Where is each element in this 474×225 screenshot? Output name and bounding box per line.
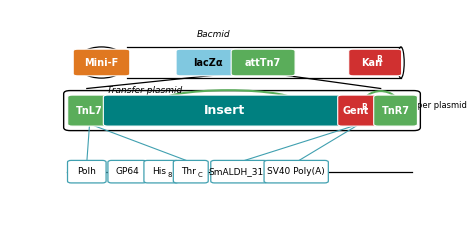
Text: Polh: Polh — [77, 167, 96, 176]
FancyBboxPatch shape — [67, 160, 106, 183]
Text: Transfer plasmid: Transfer plasmid — [107, 86, 182, 95]
FancyBboxPatch shape — [337, 95, 382, 126]
Text: Thr: Thr — [182, 167, 196, 176]
Text: R: R — [377, 55, 383, 64]
Text: GP64: GP64 — [115, 167, 139, 176]
Text: Bacmid: Bacmid — [197, 30, 230, 39]
FancyBboxPatch shape — [176, 49, 240, 76]
FancyBboxPatch shape — [173, 160, 208, 183]
FancyBboxPatch shape — [211, 160, 268, 183]
FancyBboxPatch shape — [68, 95, 111, 126]
Text: Insert: Insert — [204, 104, 245, 117]
Text: R: R — [361, 103, 367, 112]
Text: Tn7 Transposase: Tn7 Transposase — [187, 97, 269, 107]
FancyBboxPatch shape — [231, 49, 295, 76]
FancyBboxPatch shape — [64, 91, 420, 130]
Text: Helper plasmid: Helper plasmid — [403, 101, 466, 110]
FancyBboxPatch shape — [103, 95, 346, 126]
Text: SV40 Poly(A): SV40 Poly(A) — [267, 167, 325, 176]
Text: His: His — [153, 167, 166, 176]
Text: 8: 8 — [168, 172, 173, 178]
Text: attTn7: attTn7 — [245, 58, 281, 68]
FancyBboxPatch shape — [264, 160, 328, 183]
FancyBboxPatch shape — [144, 160, 179, 183]
FancyBboxPatch shape — [73, 49, 130, 76]
Text: Mini-F: Mini-F — [84, 58, 118, 68]
Text: lacZα: lacZα — [193, 58, 223, 68]
Text: TnR7: TnR7 — [382, 106, 410, 116]
FancyBboxPatch shape — [349, 49, 401, 76]
FancyBboxPatch shape — [374, 95, 418, 126]
FancyBboxPatch shape — [108, 160, 146, 183]
Text: TnL7: TnL7 — [76, 106, 103, 116]
Text: Gent: Gent — [343, 106, 369, 116]
Text: SmALDH_312: SmALDH_312 — [209, 167, 270, 176]
Text: C: C — [197, 172, 202, 178]
Text: Kan: Kan — [361, 58, 382, 68]
